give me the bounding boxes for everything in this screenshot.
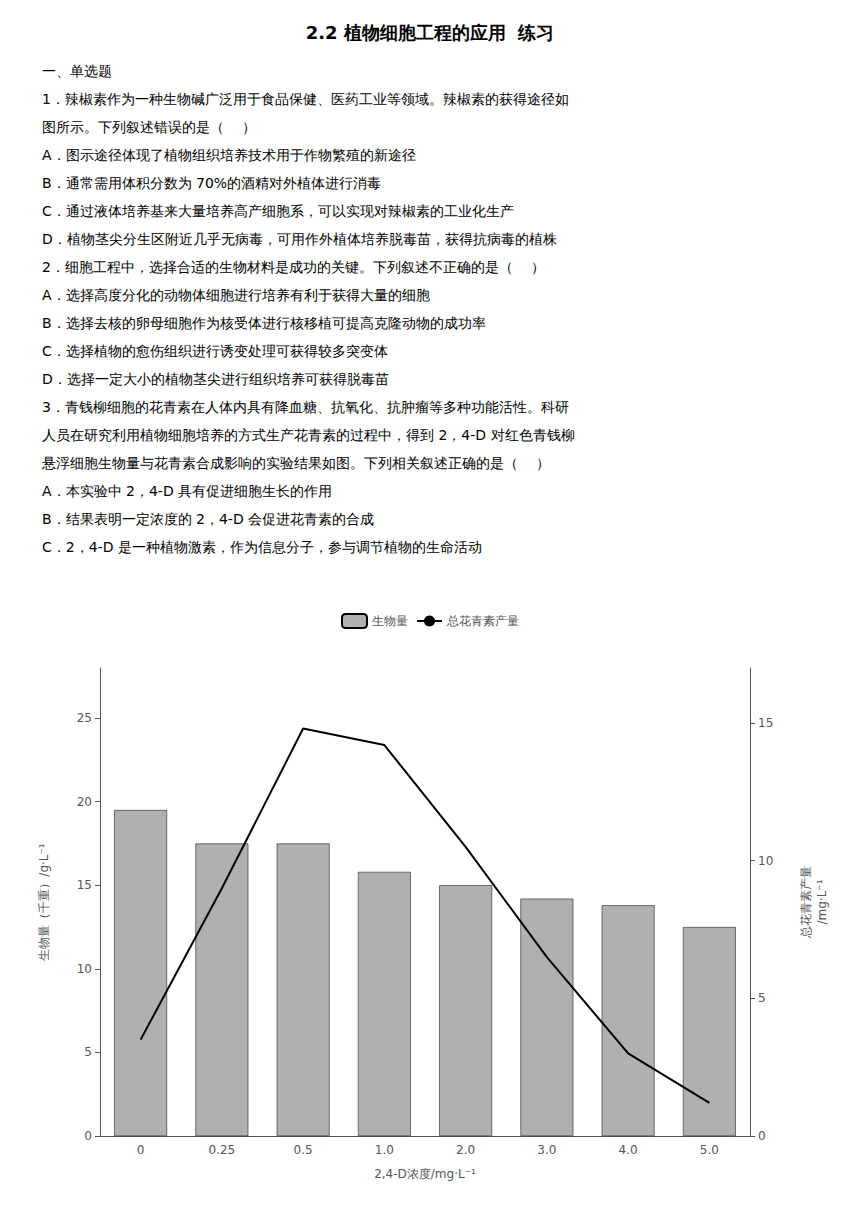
svg-text:1．辣椒素作为一种生物碱广泛用于食品保健、医药工业等领域。辣: 1．辣椒素作为一种生物碱广泛用于食品保健、医药工业等领域。辣椒素的获得途径如 — [42, 91, 569, 107]
svg-text:5: 5 — [758, 991, 766, 1005]
svg-text:B．选择去核的卵母细胞作为核受体进行核移植可提高克隆动物的成: B．选择去核的卵母细胞作为核受体进行核移植可提高克隆动物的成功率 — [42, 315, 486, 331]
svg-text:A．选择高度分化的动物体细胞进行培养有利于获得大量的细胞: A．选择高度分化的动物体细胞进行培养有利于获得大量的细胞 — [42, 287, 430, 303]
svg-text:3．青钱柳细胞的花青素在人体内具有降血糖、抗氧化、抗肿瘤等多: 3．青钱柳细胞的花青素在人体内具有降血糖、抗氧化、抗肿瘤等多种功能活性。科研 — [42, 399, 569, 415]
svg-text:C．选择植物的愈伤组织进行诱变处理可获得较多突变体: C．选择植物的愈伤组织进行诱变处理可获得较多突变体 — [42, 343, 388, 359]
svg-text:图所示。下列叙述错误的是（ ）: 图所示。下列叙述错误的是（ ） — [42, 119, 256, 135]
svg-text:0: 0 — [758, 1129, 766, 1143]
svg-text:0.5: 0.5 — [294, 1143, 313, 1157]
svg-text:D．选择一定大小的植物茎尖进行组织培养可获得脱毒苗: D．选择一定大小的植物茎尖进行组织培养可获得脱毒苗 — [42, 371, 389, 387]
svg-text:0: 0 — [137, 1143, 145, 1157]
svg-text:总花青素产量: 总花青素产量 — [446, 614, 519, 628]
svg-text:生物量: 生物量 — [372, 614, 408, 628]
svg-text:15: 15 — [77, 878, 92, 892]
svg-text:2.0: 2.0 — [456, 1143, 475, 1157]
svg-text:A．本实验中 2，4-D 具有促进细胞生长的作用: A．本实验中 2，4-D 具有促进细胞生长的作用 — [42, 483, 332, 499]
svg-text:总花青素产量: 总花青素产量 — [799, 866, 813, 939]
svg-text:10: 10 — [758, 854, 773, 868]
svg-text:3.0: 3.0 — [537, 1143, 556, 1157]
svg-text:B．通常需用体积分数为 70%的酒精对外植体进行消毒: B．通常需用体积分数为 70%的酒精对外植体进行消毒 — [42, 175, 381, 191]
svg-text:0.25: 0.25 — [209, 1143, 236, 1157]
svg-text:0: 0 — [84, 1129, 92, 1143]
svg-text:人员在研究利用植物细胞培养的方式生产花青素的过程中，得到 2: 人员在研究利用植物细胞培养的方式生产花青素的过程中，得到 2，4-D 对红色青钱… — [42, 427, 575, 443]
svg-text:B．结果表明一定浓度的 2，4-D 会促进花青素的合成: B．结果表明一定浓度的 2，4-D 会促进花青素的合成 — [42, 511, 374, 527]
svg-text:D．植物茎尖分生区附近几乎无病毒，可用作外植体培养脱毒苗，获: D．植物茎尖分生区附近几乎无病毒，可用作外植体培养脱毒苗，获得抗病毒的植株 — [42, 231, 557, 247]
svg-text:C．2，4-D 是一种植物激素，作为信息分子，参与调节植物的: C．2，4-D 是一种植物激素，作为信息分子，参与调节植物的生命活动 — [42, 539, 482, 555]
svg-text:10: 10 — [77, 962, 92, 976]
svg-text:C．通过液体培养基来大量培养高产细胞系，可以实现对辣椒素的工: C．通过液体培养基来大量培养高产细胞系，可以实现对辣椒素的工业化生产 — [42, 203, 514, 219]
svg-text:悬浮细胞生物量与花青素合成影响的实验结果如图。下列相关叙述正: 悬浮细胞生物量与花青素合成影响的实验结果如图。下列相关叙述正确的是（ ） — [41, 455, 550, 471]
svg-text:5.0: 5.0 — [700, 1143, 719, 1157]
svg-text:2,4-D浓度/mg·L⁻¹: 2,4-D浓度/mg·L⁻¹ — [374, 1167, 476, 1181]
svg-text:25: 25 — [77, 711, 92, 725]
svg-text:/mg·L⁻¹: /mg·L⁻¹ — [815, 879, 829, 924]
svg-text:15: 15 — [758, 716, 773, 730]
svg-text:20: 20 — [77, 795, 92, 809]
svg-text:5: 5 — [84, 1045, 92, 1059]
svg-text:1.0: 1.0 — [375, 1143, 394, 1157]
svg-text:2．细胞工程中，选择合适的生物材料是成功的关键。下列叙述不正: 2．细胞工程中，选择合适的生物材料是成功的关键。下列叙述不正确的是（ ） — [42, 259, 545, 275]
svg-text:2.2 植物细胞工程的应用 练习: 2.2 植物细胞工程的应用 练习 — [306, 22, 555, 43]
svg-text:生物量（千重）/g·L⁻¹: 生物量（千重）/g·L⁻¹ — [37, 843, 51, 960]
svg-text:一、单选题: 一、单选题 — [42, 63, 112, 79]
svg-text:A．图示途径体现了植物组织培养技术用于作物繁殖的新途径: A．图示途径体现了植物组织培养技术用于作物繁殖的新途径 — [42, 147, 416, 163]
svg-text:4.0: 4.0 — [619, 1143, 638, 1157]
